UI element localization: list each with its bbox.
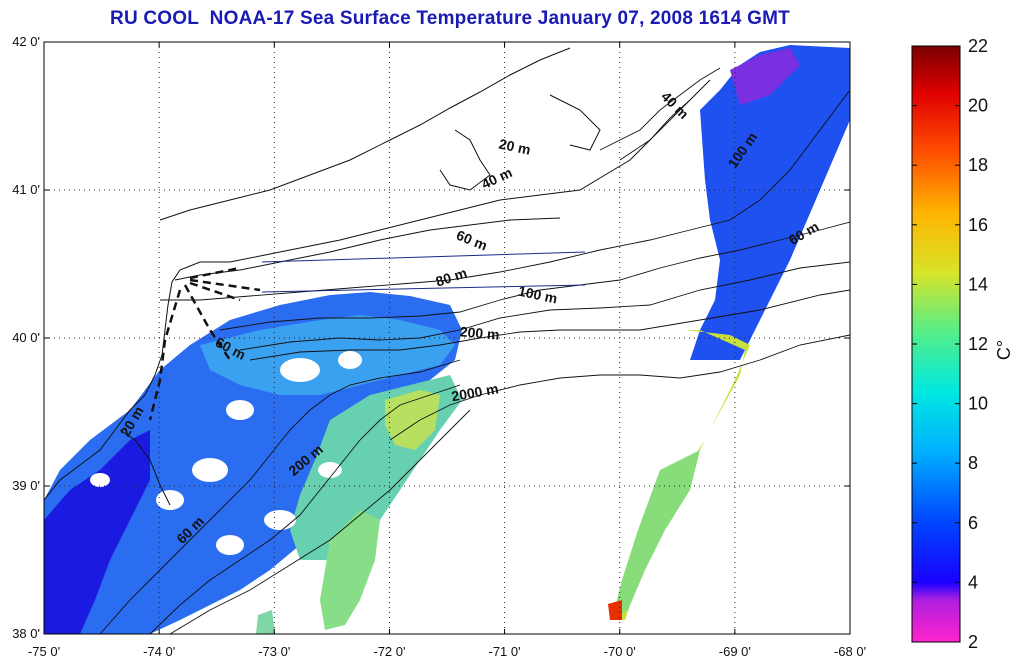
lon-tick-label: -69 0' — [719, 644, 751, 659]
sst-swath-lower — [612, 450, 700, 620]
lon-tick-label: -71 0' — [489, 644, 521, 659]
bathymetry-contours — [99, 67, 850, 634]
colorbar-tick-label: 14 — [968, 274, 988, 294]
map-title: RU COOL NOAA-17 Sea Surface Temperature … — [110, 8, 790, 29]
lat-tick-label: 39 0' — [12, 478, 40, 493]
lon-tick-label: -75 0' — [28, 644, 60, 659]
colorbar-tick-label: 12 — [968, 334, 988, 354]
colorbar — [911, 45, 961, 643]
colorbar-tick-label: 22 — [968, 36, 988, 56]
graticule — [44, 42, 850, 634]
sst-swath-purple — [730, 48, 800, 105]
colorbar-tick-label: 2 — [968, 632, 978, 652]
lon-tick-label: -73 0' — [258, 644, 290, 659]
contour-label: 20 m — [498, 135, 533, 157]
lat-tick-label: 40 0' — [12, 330, 40, 345]
sst-region-coastal-deep — [44, 430, 150, 634]
lon-tick-label: -72 0' — [373, 644, 405, 659]
sst-swath-upper — [690, 45, 850, 360]
lon-tick-label: -70 0' — [604, 644, 636, 659]
sst-region-south-green — [320, 510, 380, 630]
colorbar-unit-label: C° — [994, 340, 1014, 360]
reference-lines — [261, 251, 586, 293]
sst-region-south-strip — [256, 610, 275, 634]
contour-label: 200 m — [459, 323, 500, 342]
colorbar-tick-label: 4 — [968, 572, 978, 592]
colorbar-tick-label: 18 — [968, 155, 988, 175]
sst-region-shelf-light — [200, 315, 455, 395]
colorbar-tick-label: 6 — [968, 513, 978, 533]
colorbar-tick-label: 16 — [968, 215, 988, 235]
map-axes: -75 0' -74 0' -73 0' -72 0' -71 0' -70 0' -69 … — [12, 34, 866, 659]
sst-region-slope-yellow — [385, 390, 440, 450]
colorbar-tick-label: 10 — [968, 394, 988, 414]
colorbar-ticks: 2 4 6 8 10 12 14 16 18 20 22 — [912, 36, 988, 652]
lat-tick-label: 38 0' — [12, 626, 40, 641]
cloud-gaps — [90, 351, 362, 555]
colorbar-tick-label: 8 — [968, 453, 978, 473]
lon-tick-label: -74 0' — [143, 644, 175, 659]
lat-tick-label: 42 0' — [12, 34, 40, 49]
lon-tick-label: -68 0' — [834, 644, 866, 659]
lat-tick-label: 41 0' — [12, 182, 40, 197]
sst-swath-tip — [608, 600, 622, 620]
shipping-lanes — [148, 266, 261, 421]
colorbar-tick-label: 20 — [968, 96, 988, 116]
